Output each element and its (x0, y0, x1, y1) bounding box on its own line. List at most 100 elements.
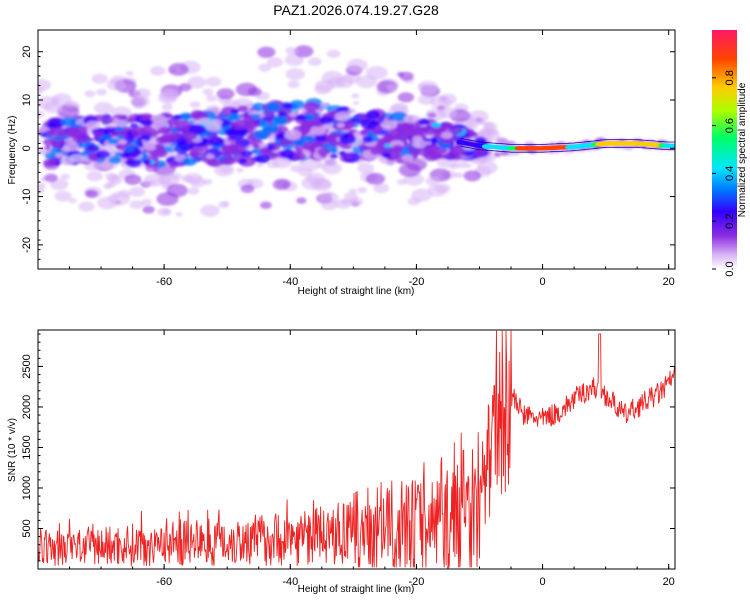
spectrogram-cell (69, 153, 85, 163)
spectrogram-cell (166, 183, 188, 198)
spectrogram-cell (175, 212, 183, 217)
spectrogram-cell (142, 159, 152, 165)
spectrogram-cell (84, 90, 96, 98)
spectrogram-cell (38, 182, 46, 188)
spectrogram-cell (213, 163, 235, 177)
spectrogram-cell (253, 144, 261, 149)
spectrogram-cell (120, 152, 130, 159)
spectrogram-cell (284, 54, 304, 66)
spectrogram-cell (463, 170, 482, 182)
spectrogram-cell (183, 131, 198, 141)
spectrogram-cell (205, 76, 222, 87)
spectrogram-cell (87, 144, 100, 152)
spectrogram-cell (141, 198, 153, 206)
spectrogram-cell (140, 118, 153, 126)
spectrogram-cell (435, 183, 451, 194)
spectrogram-blobs (38, 45, 675, 217)
spectrogram-cell (69, 198, 77, 204)
spectrogram-cell (43, 138, 56, 146)
spectrogram-cell (344, 154, 353, 160)
spectrogram-cell (373, 183, 390, 194)
spectrogram-cell (216, 88, 235, 100)
spectrogram-cell (484, 127, 498, 136)
spectrogram-cell (329, 153, 338, 159)
spectrogram-cell (241, 129, 249, 134)
spectrogram-cell (399, 71, 414, 81)
spectrogram-frame (37, 29, 676, 270)
snr-frame (37, 329, 676, 570)
spectrogram-cell (116, 134, 124, 140)
spectrogram-cell (338, 150, 347, 156)
spectrogram-cell (386, 84, 398, 91)
snr-axes: -60 -40 -20 0 20 500 1000 1500 2000 2500 (21, 330, 675, 588)
spectrogram-cell (38, 79, 52, 91)
spectrogram-cell (361, 136, 374, 143)
x-tick-label: -60 (156, 576, 172, 588)
spectrogram-cell (381, 152, 392, 159)
y-tick-label: 2500 (21, 354, 33, 378)
spectrogram-cell (93, 102, 114, 115)
spectrogram-cell (671, 143, 675, 149)
spectrogram-cell (117, 139, 127, 145)
y-tick-label: -20 (21, 237, 33, 253)
spectrogram-cell (418, 118, 430, 125)
spectrogram-cell (477, 161, 498, 174)
spectrogram-cell (89, 155, 97, 160)
spectrogram-cell (130, 95, 150, 108)
spectrogram-cell (260, 201, 272, 209)
spectrogram-cell (116, 119, 129, 128)
spectrogram-panel: -60 -40 -20 0 20 -20 -10 0 10 20 Height of straig… (7, 29, 676, 297)
spectrogram-cell (351, 93, 360, 99)
spectrogram-cell (365, 110, 381, 119)
spectrogram-cell (168, 63, 189, 76)
spectrogram-cell (354, 136, 362, 141)
spectrogram-cell (317, 147, 330, 156)
spectrogram-cell (221, 201, 230, 207)
spectrogram-cell (189, 101, 201, 108)
spectrogram-cell (78, 201, 95, 212)
snr-panel: -60 -40 -20 0 20 500 1000 1500 2000 2500 Height o… (7, 329, 676, 595)
spectrogram-cell (240, 150, 253, 158)
x-tick-label: 0 (539, 276, 545, 288)
spectrogram-cell (314, 134, 327, 142)
spectrogram-cell (55, 152, 65, 159)
spectrogram-cell (403, 114, 418, 124)
spectrogram-cell (125, 70, 134, 76)
spectrogram-cell (198, 117, 211, 126)
spectrogram-cell (357, 187, 367, 194)
spectrogram-cell (236, 167, 244, 173)
colorbar-tick-label: 0.8 (724, 70, 736, 85)
spectrogram-layer (38, 45, 675, 217)
spectrogram-cell (200, 204, 220, 217)
spectrogram-cell (227, 129, 245, 140)
spectrogram-cell (254, 154, 271, 164)
spectrogram-cell (169, 160, 177, 165)
spectrogram-cell (235, 82, 258, 97)
spectrogram-cell (60, 117, 77, 127)
spectrogram-cell (319, 191, 339, 204)
spectrogram-cell (188, 151, 200, 158)
spectrogram-cell (277, 111, 287, 117)
spectrogram-cell (219, 157, 232, 165)
spectrogram-cell (289, 100, 305, 110)
spectrogram-cell (170, 127, 179, 133)
spectrogram-cell (111, 132, 118, 138)
spectrogram-cell (161, 103, 173, 111)
x-tick-label: -40 (282, 576, 298, 588)
spectrogram-cell (285, 68, 305, 81)
spectrogram-cell (398, 163, 421, 178)
spectrogram-cell (308, 57, 322, 66)
spectrogram-cell (306, 172, 325, 185)
spectrogram-cell (427, 112, 437, 118)
spectrogram-cell (46, 134, 53, 139)
snr-layer (38, 330, 675, 568)
spectrogram-cell (504, 141, 512, 146)
spectrogram-cell (293, 45, 314, 58)
colorbar-tick-label: 0.2 (724, 214, 736, 229)
spectrogram-cell (280, 149, 296, 159)
spectrogram-cell (256, 162, 264, 168)
spectrogram-cell (151, 114, 166, 123)
spectrogram-cell (76, 124, 83, 129)
y-tick-label: 1000 (21, 476, 33, 500)
y-tick-label: 500 (21, 519, 33, 537)
